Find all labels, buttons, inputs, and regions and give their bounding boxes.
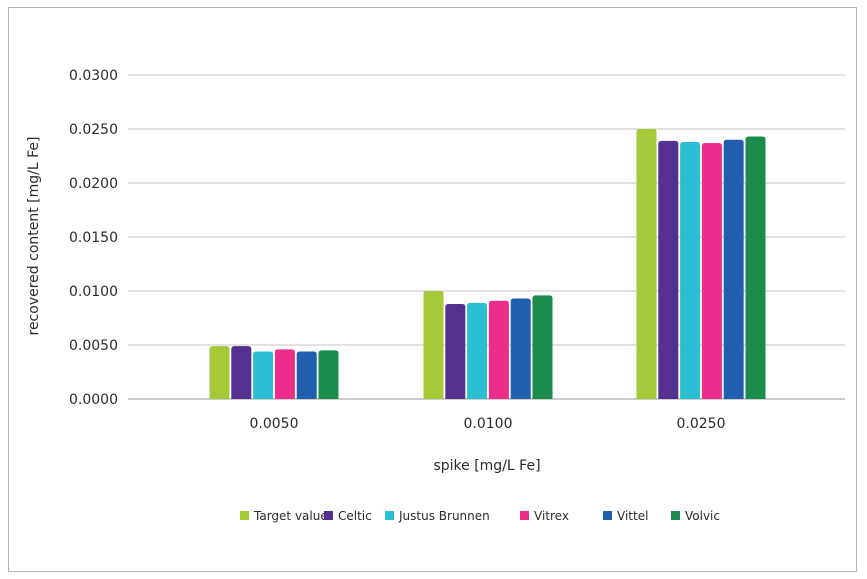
y-tick-label: 0.0050 <box>69 338 118 354</box>
y-tick-labels: 0.0000 0.0050 0.0100 0.0150 0.0200 0.0250 0.03… <box>69 68 118 408</box>
legend-swatch <box>240 511 249 520</box>
legend-label: Vittel <box>617 509 648 523</box>
bar <box>510 298 531 399</box>
bar <box>467 302 488 399</box>
bar <box>701 143 722 399</box>
bar <box>745 136 766 399</box>
bar <box>209 346 230 399</box>
legend-swatch <box>603 511 612 520</box>
bar <box>231 346 252 399</box>
y-tick-label: 0.0000 <box>69 392 118 408</box>
x-tick-labels: 0.0050 0.0100 0.0250 <box>250 416 726 432</box>
bar <box>318 350 339 399</box>
bar <box>532 295 553 399</box>
x-axis-title: spike [mg/L Fe] <box>433 458 540 474</box>
bar <box>253 351 274 399</box>
bar <box>636 129 657 399</box>
legend-label: Vitrex <box>534 509 569 523</box>
legend-swatch <box>324 511 333 520</box>
bar <box>723 139 744 400</box>
legend-label: Target value <box>253 509 328 523</box>
y-axis-title: recovered content [mg/L Fe] <box>26 137 42 336</box>
bar <box>488 300 509 399</box>
legend: Target value Celtic Justus Brunnen Vitrex Vi… <box>240 509 720 523</box>
y-tick-label: 0.0100 <box>69 284 118 300</box>
bar <box>423 291 444 399</box>
legend-swatch <box>520 511 529 520</box>
bars <box>209 129 766 400</box>
bar <box>296 351 317 399</box>
legend-label: Volvic <box>685 509 720 523</box>
legend-swatch <box>671 511 680 520</box>
x-tick-label: 0.0250 <box>677 416 726 432</box>
y-tick-label: 0.0300 <box>69 68 118 84</box>
x-tick-label: 0.0050 <box>250 416 299 432</box>
y-tick-label: 0.0150 <box>69 230 118 246</box>
y-tick-label: 0.0250 <box>69 122 118 138</box>
bar <box>445 303 466 399</box>
legend-label: Justus Brunnen <box>398 509 490 523</box>
bar <box>658 140 679 399</box>
x-tick-label: 0.0100 <box>464 416 513 432</box>
bar <box>274 349 295 399</box>
y-tick-label: 0.0200 <box>69 176 118 192</box>
legend-swatch <box>385 511 394 520</box>
bar <box>680 141 701 399</box>
legend-label: Celtic <box>338 509 372 523</box>
